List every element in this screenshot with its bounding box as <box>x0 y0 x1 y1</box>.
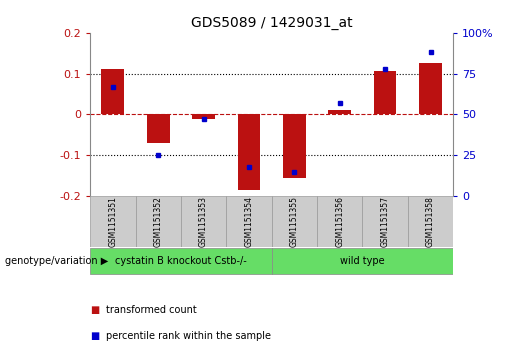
Bar <box>192 114 215 119</box>
Text: GSM1151355: GSM1151355 <box>290 196 299 247</box>
Bar <box>101 69 124 114</box>
Bar <box>329 110 351 114</box>
Text: GSM1151357: GSM1151357 <box>381 196 390 247</box>
Bar <box>374 72 397 114</box>
Text: GSM1151352: GSM1151352 <box>153 196 163 247</box>
Text: GSM1151354: GSM1151354 <box>245 196 253 247</box>
Text: genotype/variation ▶: genotype/variation ▶ <box>5 256 108 266</box>
Bar <box>135 196 181 247</box>
Text: cystatin B knockout Cstb-/-: cystatin B knockout Cstb-/- <box>115 256 247 266</box>
Bar <box>272 196 317 247</box>
Bar <box>317 196 363 247</box>
Bar <box>90 196 135 247</box>
Text: GSM1151356: GSM1151356 <box>335 196 344 247</box>
Text: GSM1151351: GSM1151351 <box>108 196 117 247</box>
Text: ■: ■ <box>90 305 99 315</box>
Bar <box>363 196 408 247</box>
Text: percentile rank within the sample: percentile rank within the sample <box>106 331 270 341</box>
Text: GSM1151358: GSM1151358 <box>426 196 435 247</box>
Bar <box>237 114 260 190</box>
Bar <box>408 196 453 247</box>
Text: transformed count: transformed count <box>106 305 196 315</box>
Title: GDS5089 / 1429031_at: GDS5089 / 1429031_at <box>191 16 352 30</box>
Text: ■: ■ <box>90 331 99 341</box>
Bar <box>181 196 226 247</box>
Text: GSM1151353: GSM1151353 <box>199 196 208 247</box>
Bar <box>283 114 306 178</box>
Text: wild type: wild type <box>340 256 385 266</box>
Bar <box>226 196 272 247</box>
Bar <box>147 114 169 143</box>
Bar <box>90 248 272 274</box>
Bar <box>419 63 442 114</box>
Bar <box>272 248 453 274</box>
